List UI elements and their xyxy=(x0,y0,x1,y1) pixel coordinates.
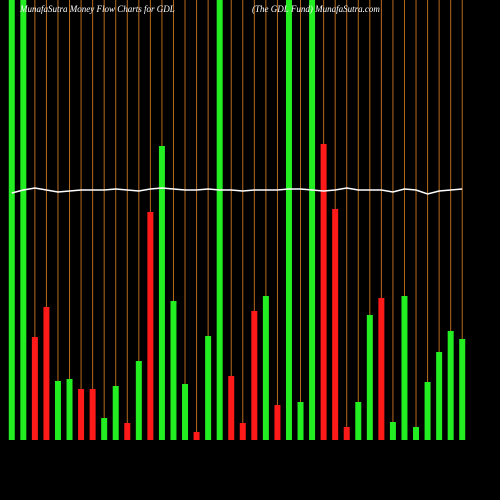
bar xyxy=(216,0,223,440)
bar xyxy=(170,301,177,440)
bar xyxy=(78,389,85,440)
bar xyxy=(424,382,431,440)
bar xyxy=(355,402,362,440)
bar xyxy=(20,0,27,440)
bar xyxy=(389,422,396,440)
bar xyxy=(147,212,154,440)
bar xyxy=(124,423,131,440)
bar xyxy=(158,146,165,440)
bar xyxy=(239,423,246,440)
chart-title: MunafaSutra Money Flow Charts for GDL xyxy=(19,4,175,14)
chart-subtitle: (The GDL Fund) MunafaSutra.com xyxy=(252,4,380,14)
bar xyxy=(112,386,119,440)
bars xyxy=(8,0,466,440)
bar xyxy=(343,427,350,440)
bar xyxy=(285,0,292,440)
bar xyxy=(459,339,466,440)
bar xyxy=(309,0,316,440)
bar xyxy=(101,418,108,440)
bar xyxy=(182,384,189,440)
bar xyxy=(262,296,269,440)
bar xyxy=(193,432,200,440)
bar xyxy=(447,331,454,440)
flow-line xyxy=(11,187,463,195)
bar xyxy=(89,389,96,440)
bar xyxy=(43,307,50,440)
bar xyxy=(66,379,73,440)
bar xyxy=(320,144,327,440)
bar xyxy=(413,427,420,440)
bar xyxy=(332,209,339,440)
bar xyxy=(54,381,61,440)
bar xyxy=(135,361,142,440)
bar xyxy=(205,336,212,440)
bar xyxy=(274,405,281,440)
bar xyxy=(297,402,304,440)
bar xyxy=(251,311,258,440)
bar xyxy=(8,0,15,440)
bar xyxy=(436,352,443,440)
bar xyxy=(366,315,373,440)
bar xyxy=(378,298,385,440)
bar xyxy=(401,296,408,440)
bar xyxy=(31,337,38,440)
bar xyxy=(228,376,235,440)
